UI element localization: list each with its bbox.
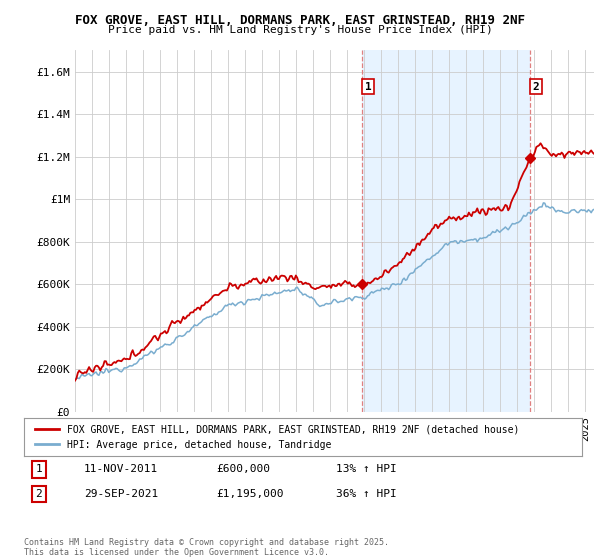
Bar (362, 50, 530, 412)
Text: £1,195,000: £1,195,000 (216, 489, 284, 499)
Text: 1: 1 (365, 82, 371, 91)
Text: 29-SEP-2021: 29-SEP-2021 (84, 489, 158, 499)
Text: 2: 2 (35, 489, 43, 499)
Text: 13% ↑ HPI: 13% ↑ HPI (336, 464, 397, 474)
Text: £600,000: £600,000 (216, 464, 270, 474)
Text: Price paid vs. HM Land Registry's House Price Index (HPI): Price paid vs. HM Land Registry's House … (107, 25, 493, 35)
Text: 11-NOV-2011: 11-NOV-2011 (84, 464, 158, 474)
Text: FOX GROVE, EAST HILL, DORMANS PARK, EAST GRINSTEAD, RH19 2NF: FOX GROVE, EAST HILL, DORMANS PARK, EAST… (75, 14, 525, 27)
Text: 36% ↑ HPI: 36% ↑ HPI (336, 489, 397, 499)
Text: Contains HM Land Registry data © Crown copyright and database right 2025.
This d: Contains HM Land Registry data © Crown c… (24, 538, 389, 557)
Legend: FOX GROVE, EAST HILL, DORMANS PARK, EAST GRINSTEAD, RH19 2NF (detached house), H: FOX GROVE, EAST HILL, DORMANS PARK, EAST… (29, 419, 525, 456)
Text: 2: 2 (533, 82, 539, 91)
Text: 1: 1 (35, 464, 43, 474)
